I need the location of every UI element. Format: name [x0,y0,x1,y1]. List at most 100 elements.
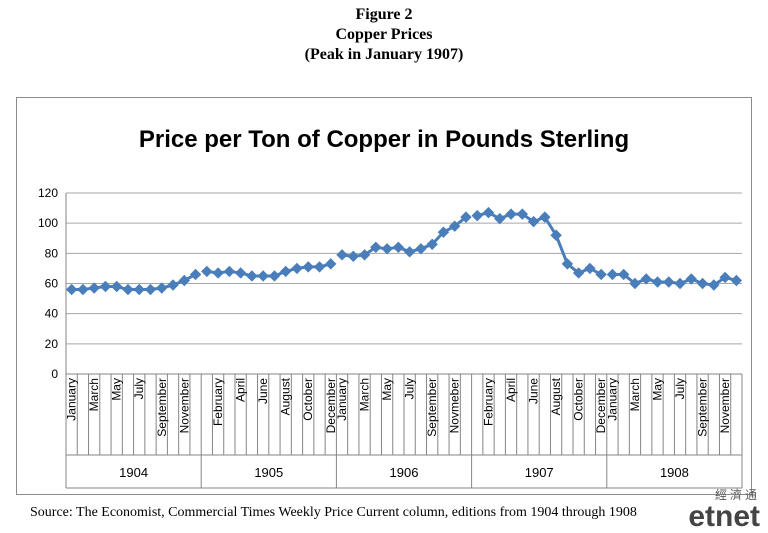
data-point [685,273,698,285]
data-point [663,276,675,288]
data-point [234,267,247,279]
data-point [606,268,619,281]
data-point [268,270,281,282]
data-point [539,211,551,223]
data-point [99,280,112,293]
month-label: July [132,378,146,399]
month-label: February [211,378,225,426]
data-point [527,215,540,228]
source-note: Source: The Economist, Commercial Times … [30,505,637,520]
month-label: September [155,378,169,437]
y-tick-label: 60 [45,277,59,291]
year-label: 1905 [254,465,283,480]
month-label: July [403,378,417,399]
data-point [201,265,213,278]
watermark-brand-text: etnet [688,500,760,533]
data-point [223,265,236,278]
month-label: February [482,378,496,426]
data-point [629,277,641,290]
month-label: March [87,378,101,411]
data-point [133,283,145,296]
data-point [370,241,382,254]
data-point [572,267,585,279]
data-point [381,243,393,255]
data-point [403,246,416,258]
data-point [167,279,179,291]
data-point [178,274,191,287]
data-point [212,267,224,279]
month-label: May [110,378,124,401]
month-label: September [425,378,439,437]
data-point [437,226,450,238]
data-point [640,273,652,285]
data-point [708,279,720,291]
data-point [561,258,574,270]
month-label: March [628,378,642,411]
month-label: November [718,378,732,433]
data-point [302,261,314,273]
data-point [77,283,89,296]
data-point [279,265,292,278]
data-point [392,241,405,254]
data-point [189,268,202,281]
month-label: May [380,378,394,401]
data-point [291,262,303,275]
month-label: June [527,378,541,404]
month-label: December [594,378,608,433]
month-label: August [279,377,293,415]
data-point [595,268,607,281]
data-point [471,209,483,222]
month-label: April [504,378,518,402]
series-line-1907 [476,211,602,276]
data-point [584,262,596,275]
y-tick-label: 0 [51,367,58,381]
chart-frame [16,97,752,495]
month-label: January [605,378,619,421]
figure-subtitle: (Peak in January 1907) [304,46,464,63]
data-point [144,283,157,296]
data-point [347,250,360,263]
data-point [358,249,371,261]
month-label: Novmeber [448,378,462,433]
data-point [482,206,495,219]
month-label: June [256,378,270,404]
data-point [460,211,472,223]
data-point [156,282,168,294]
data-point [110,280,123,293]
data-point [448,220,461,232]
data-point [494,212,506,225]
month-label: January [65,378,79,421]
data-point [336,249,348,261]
data-point [65,283,78,296]
watermark-chinese-text: 經濟通 [714,488,760,502]
y-tick-label: 80 [45,246,59,260]
copper-price-chart: Price per Ton of Copper in Pounds Sterli… [38,126,743,489]
month-label: October [572,378,586,421]
month-label: November [177,378,191,433]
month-label: March [358,378,372,411]
chart-title: Price per Ton of Copper in Pounds Sterli… [139,126,629,153]
data-point [505,208,517,220]
year-label: 1908 [660,465,689,480]
data-point [257,270,269,282]
data-point [696,277,709,290]
data-point [415,243,427,255]
data-point [719,271,731,284]
data-point [325,258,337,270]
data-point [550,229,562,241]
data-point [651,276,664,288]
figure-label: Figure 2 [355,6,413,23]
data-point [122,283,134,296]
data-point [674,277,686,290]
month-label: April [234,378,248,402]
data-point [730,274,743,287]
data-point [88,282,100,294]
month-label: October [301,378,315,421]
data-point [426,238,438,250]
data-point [617,268,630,281]
y-tick-label: 40 [45,307,59,321]
month-label: January [335,378,349,421]
y-tick-label: 100 [38,216,58,230]
figure-title: Copper Prices [335,26,433,43]
month-label: May [651,378,665,401]
